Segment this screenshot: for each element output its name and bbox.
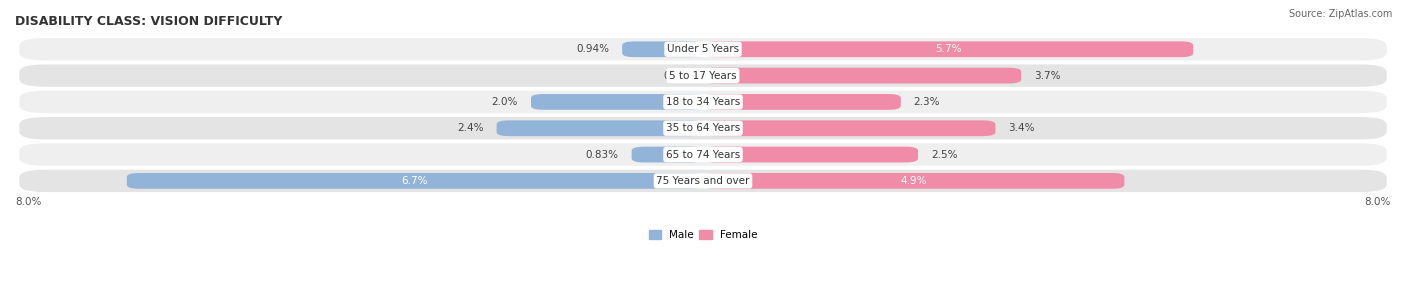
Text: 2.5%: 2.5%: [931, 150, 957, 160]
Text: 6.7%: 6.7%: [402, 176, 429, 186]
Text: 75 Years and over: 75 Years and over: [657, 176, 749, 186]
Text: 0.83%: 0.83%: [586, 150, 619, 160]
Text: 2.4%: 2.4%: [457, 123, 484, 133]
FancyBboxPatch shape: [631, 147, 703, 162]
Text: Under 5 Years: Under 5 Years: [666, 44, 740, 54]
Text: 0.0%: 0.0%: [664, 71, 690, 81]
Text: 4.9%: 4.9%: [900, 176, 927, 186]
Text: 35 to 64 Years: 35 to 64 Years: [666, 123, 740, 133]
Text: 5 to 17 Years: 5 to 17 Years: [669, 71, 737, 81]
Text: DISABILITY CLASS: VISION DIFFICULTY: DISABILITY CLASS: VISION DIFFICULTY: [15, 15, 283, 28]
FancyBboxPatch shape: [703, 68, 1021, 84]
FancyBboxPatch shape: [703, 41, 1194, 57]
Text: 5.7%: 5.7%: [935, 44, 962, 54]
FancyBboxPatch shape: [20, 91, 1386, 113]
FancyBboxPatch shape: [623, 41, 703, 57]
FancyBboxPatch shape: [703, 120, 995, 136]
Text: 2.0%: 2.0%: [492, 97, 517, 107]
Text: 8.0%: 8.0%: [1365, 197, 1391, 207]
Text: 0.94%: 0.94%: [576, 44, 609, 54]
FancyBboxPatch shape: [703, 147, 918, 162]
FancyBboxPatch shape: [20, 38, 1386, 60]
FancyBboxPatch shape: [20, 143, 1386, 166]
Text: Source: ZipAtlas.com: Source: ZipAtlas.com: [1288, 9, 1392, 19]
FancyBboxPatch shape: [20, 170, 1386, 192]
Text: 8.0%: 8.0%: [15, 197, 41, 207]
FancyBboxPatch shape: [496, 120, 703, 136]
Text: 2.3%: 2.3%: [914, 97, 941, 107]
FancyBboxPatch shape: [20, 117, 1386, 140]
Text: 3.4%: 3.4%: [1008, 123, 1035, 133]
Text: 65 to 74 Years: 65 to 74 Years: [666, 150, 740, 160]
FancyBboxPatch shape: [127, 173, 703, 189]
Text: 18 to 34 Years: 18 to 34 Years: [666, 97, 740, 107]
Text: 3.7%: 3.7%: [1033, 71, 1060, 81]
FancyBboxPatch shape: [703, 94, 901, 110]
FancyBboxPatch shape: [20, 64, 1386, 87]
Legend: Male, Female: Male, Female: [644, 226, 762, 244]
FancyBboxPatch shape: [703, 173, 1125, 189]
FancyBboxPatch shape: [531, 94, 703, 110]
